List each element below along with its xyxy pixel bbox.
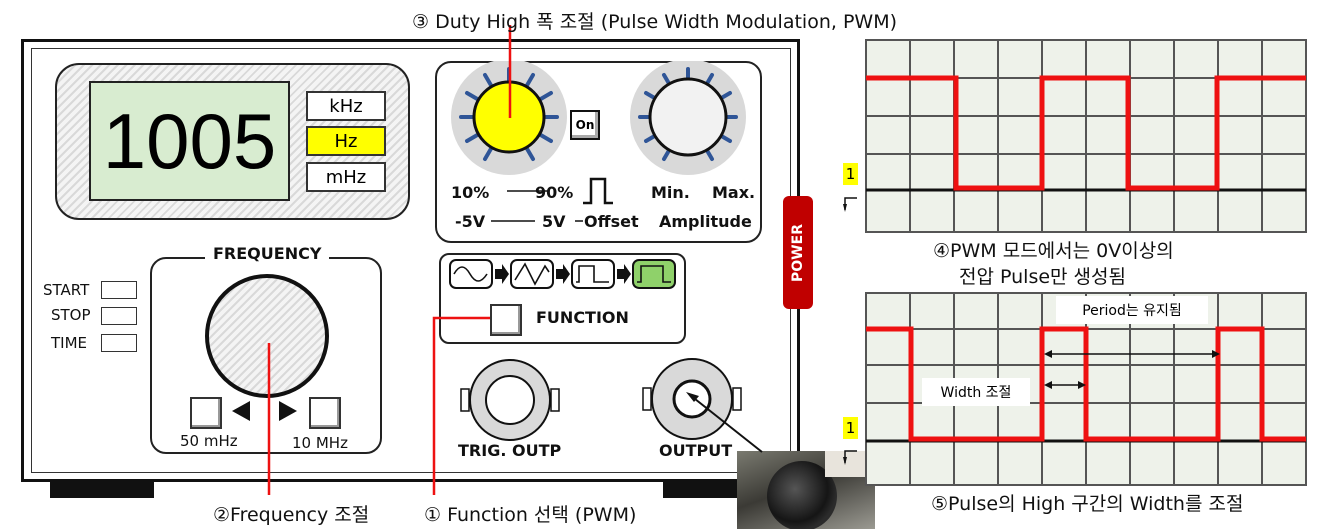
channel-marker-bottom: 1 <box>843 417 858 439</box>
freq-down-button[interactable] <box>190 397 222 429</box>
ground-arrow-icon <box>843 197 857 212</box>
led-label-start: START <box>43 281 90 299</box>
frequency-knob[interactable] <box>205 274 329 398</box>
offset-high-label: 5V <box>542 212 566 231</box>
scope-top <box>865 39 1307 233</box>
pulse-symbol-icon <box>583 177 613 205</box>
ground-arrow-icon <box>843 450 857 465</box>
amplitude-label: Amplitude <box>659 212 752 231</box>
freq-up-button[interactable] <box>309 397 341 429</box>
display-value: 1005 <box>102 96 277 185</box>
amplitude-knob <box>648 77 728 157</box>
frequency-label: FREQUENCY <box>205 244 330 263</box>
period-label-box: Period는 유지됨 <box>1056 296 1208 324</box>
led-time <box>101 334 137 352</box>
function-button[interactable] <box>490 304 522 336</box>
amp-min-label: Min. <box>651 183 690 202</box>
channel-marker-top: 1 <box>843 163 858 185</box>
unit-hz: Hz <box>306 126 386 156</box>
amp-max-label: Max. <box>712 183 756 202</box>
led-stop <box>101 307 137 325</box>
arrow-icon <box>556 264 570 284</box>
width-label-box: Width 조절 <box>922 378 1030 406</box>
offset-label: Offset <box>584 212 639 231</box>
wave-triangle-icon <box>510 259 554 289</box>
callout-width: ⑤Pulse의 High 구간의 Width를 조절 <box>931 493 1244 515</box>
unit-khz: kHz <box>306 91 386 121</box>
wave-pwm-icon <box>632 259 676 289</box>
callout-duty: ③ Duty High 폭 조절 (Pulse Width Modulation… <box>412 11 897 33</box>
callout-pwm-mode-2: 전압 Pulse만 생성됨 <box>959 266 1126 288</box>
arrow-icon <box>617 264 631 284</box>
function-label: FUNCTION <box>536 308 629 327</box>
callout-function: ① Function 선택 (PWM) <box>424 504 637 526</box>
width-label: Width 조절 <box>940 385 1012 401</box>
pwm-trace-top <box>866 75 1306 191</box>
function-waves <box>449 259 676 289</box>
led-label-stop: STOP <box>51 306 91 324</box>
offset-low-label: -5V <box>455 212 486 231</box>
led-label-time: TIME <box>51 334 88 352</box>
unit-mhz: mHz <box>306 162 386 192</box>
freq-down-arrow-icon <box>232 401 250 421</box>
function-section <box>439 253 686 344</box>
cable-photo <box>737 451 875 529</box>
output-label: OUTPUT <box>659 441 733 460</box>
knob-section <box>435 61 762 243</box>
pwm-trace-bottom <box>866 326 1306 442</box>
trig-connector <box>460 359 560 441</box>
trig-label: TRIG. OUTP <box>458 441 562 460</box>
power-button[interactable]: POWER <box>783 196 813 309</box>
duty-on-button[interactable]: On <box>570 110 600 140</box>
callout-pwm-mode-1: ④PWM 모드에서는 0V이상의 <box>933 240 1174 262</box>
led-start <box>101 281 137 299</box>
freq-min-label: 50 mHz <box>180 432 238 450</box>
callout-frequency: ②Frequency 조절 <box>213 504 370 526</box>
duty-low-label: 10% <box>451 183 490 202</box>
arrow-icon <box>495 264 509 284</box>
freq-up-arrow-icon <box>279 401 297 421</box>
duty-high-label: 90% <box>535 183 574 202</box>
period-label: Period는 유지됨 <box>1082 303 1182 319</box>
panel-foot-left <box>50 482 154 498</box>
wave-square-icon <box>571 259 615 289</box>
lcd-display: 1005 <box>89 81 290 201</box>
panel-foot-right <box>663 482 753 498</box>
duty-on-label: On <box>575 118 595 132</box>
freq-max-label: 10 MHz <box>292 434 348 452</box>
